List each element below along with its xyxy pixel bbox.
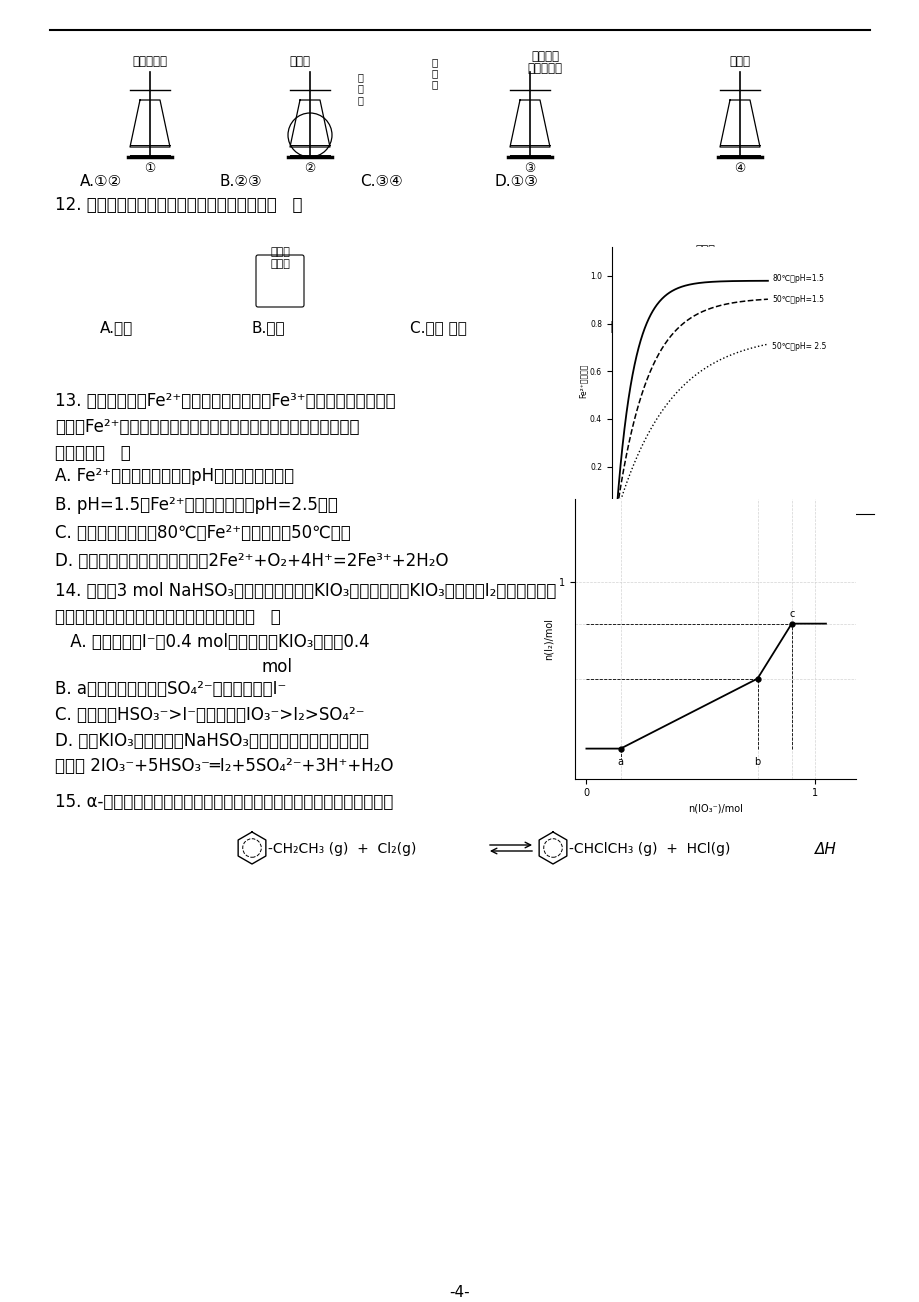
Text: 氯化铵固体: 氯化铵固体 [527,62,562,76]
Text: 激光笔: 激光笔 [695,245,714,255]
Text: -CH₂CH₃ (g)  +  Cl₂(g): -CH₂CH₃ (g) + Cl₂(g) [267,842,416,855]
Text: A.过滤: A.过滤 [100,320,133,335]
Text: A.①②: A.①② [80,174,122,189]
X-axis label: 时间/h: 时间/h [732,539,752,548]
Text: D.①③: D.①③ [494,174,539,189]
Text: 氧化钙和: 氧化钙和 [530,49,559,62]
Text: -CHClCH₃ (g)  +  HCl(g): -CHClCH₃ (g) + HCl(g) [568,842,730,855]
Text: 溶液: 溶液 [722,262,736,272]
Text: C. 还原性：HSO₃⁻>I⁻，氧化性：IO₃⁻>I₂>SO₄²⁻: C. 还原性：HSO₃⁻>I⁻，氧化性：IO₃⁻>I₂>SO₄²⁻ [55,706,364,724]
Text: 氯化铵固体: 氯化铵固体 [132,55,167,68]
Text: C.萃取 分液: C.萃取 分液 [410,320,466,335]
Text: 碱石灰: 碱石灰 [289,55,311,68]
Text: D.丁达尔效应: D.丁达尔效应 [609,320,672,335]
Text: -4-: -4- [449,1285,470,1299]
Text: A. 当溶液中的I⁻为0.4 mol时，加入的KIO₃一定为0.4: A. 当溶液中的I⁻为0.4 mol时，加入的KIO₃一定为0.4 [65,633,369,651]
Text: 浓: 浓 [431,57,437,66]
Text: 50℃，pH= 2.5: 50℃，pH= 2.5 [772,342,826,352]
Text: 浓氨水: 浓氨水 [729,55,750,68]
Text: D. 该氧化过程的离子方程式为：2Fe²⁺+O₂+4H⁺=2Fe³⁺+2H₂O: D. 该氧化过程的离子方程式为：2Fe²⁺+O₂+4H⁺=2Fe³⁺+2H₂O [55,552,448,570]
Text: ①: ① [144,161,155,174]
Text: mol: mol [262,658,292,676]
Text: B.渗析: B.渗析 [252,320,285,335]
Text: 胶体: 胶体 [663,262,675,272]
Text: ③: ③ [524,161,535,174]
Text: 半透膜: 半透膜 [270,247,289,256]
Text: 13. 酸性溶液中，Fe²⁺会被空气缓慢氧化为Fe³⁺。不同条件下，一定: 13. 酸性溶液中，Fe²⁺会被空气缓慢氧化为Fe³⁺。不同条件下，一定 [55,392,395,410]
X-axis label: n(IO₃⁻)/mol: n(IO₃⁻)/mol [687,803,742,814]
Text: B. pH=1.5时Fe²⁺的氧化率一定比pH=2.5的大: B. pH=1.5时Fe²⁺的氧化率一定比pH=2.5的大 [55,496,337,514]
Text: B. a点处的氧化产物是SO₄²⁻，还原产物是I⁻: B. a点处的氧化产物是SO₄²⁻，还原产物是I⁻ [55,680,286,698]
Text: c: c [789,609,793,618]
Text: D. 若向KIO₃溶液中滴加NaHSO₃溶液，反应开始时的离子方: D. 若向KIO₃溶液中滴加NaHSO₃溶液，反应开始时的离子方 [55,732,369,750]
Y-axis label: n(I₂)/mol: n(I₂)/mol [543,617,553,660]
Text: 蒸馏水: 蒸馏水 [270,259,289,270]
Text: 浓度的Fe²⁺的氧化率随时间变化关系如右图所示。下列有关说法不: 浓度的Fe²⁺的氧化率随时间变化关系如右图所示。下列有关说法不 [55,418,359,436]
Text: C. 其他条件相同时，80℃时Fe²⁺的氧化率比50℃的大: C. 其他条件相同时，80℃时Fe²⁺的氧化率比50℃的大 [55,523,350,542]
Text: B.②③: B.②③ [220,174,262,189]
Text: b: b [754,758,760,767]
Text: ΔH: ΔH [814,842,836,857]
Text: 氨: 氨 [431,68,437,78]
Text: 水: 水 [431,79,437,89]
Text: C.③④: C.③④ [359,174,403,189]
Text: 程式为 2IO₃⁻+5HSO₃⁻═I₂+5SO₄²⁻+3H⁺+H₂O: 程式为 2IO₃⁻+5HSO₃⁻═I₂+5SO₄²⁻+3H⁺+H₂O [55,756,393,775]
Text: a: a [617,758,623,767]
Text: 关系曲线如图所示，则下列判断不正确的是（   ）: 关系曲线如图所示，则下列判断不正确的是（ ） [55,608,280,626]
Text: 50℃，pH=1.5: 50℃，pH=1.5 [772,294,823,303]
Y-axis label: Fe²⁺的氧化率: Fe²⁺的氧化率 [577,363,586,398]
Text: 80℃，pH=1.5: 80℃，pH=1.5 [772,273,823,283]
Text: 15. α-氯乙基苯是一种重要的有机合成中间体，其一种制备反应原理为：: 15. α-氯乙基苯是一种重要的有机合成中间体，其一种制备反应原理为： [55,793,393,811]
Text: 14. 已知含3 mol NaHSO₃的溶液中逐滴加入KIO₃溶液，加入的KIO₃和析出的I₂的物质的量的: 14. 已知含3 mol NaHSO₃的溶液中逐滴加入KIO₃溶液，加入的KIO… [55,582,556,600]
Text: 正确的是（   ）: 正确的是（ ） [55,444,130,462]
Text: ④: ④ [733,161,744,174]
Text: A. Fe²⁺的氧化率与溶液的pH、时间和温度有关: A. Fe²⁺的氧化率与溶液的pH、时间和温度有关 [55,467,294,486]
Text: 12. 下列实验与物质微粒大小无直接关系的是（   ）: 12. 下列实验与物质微粒大小无直接关系的是（ ） [55,197,302,214]
Text: 氧
化
钙: 氧 化 钙 [357,72,362,105]
Text: ②: ② [304,161,315,174]
